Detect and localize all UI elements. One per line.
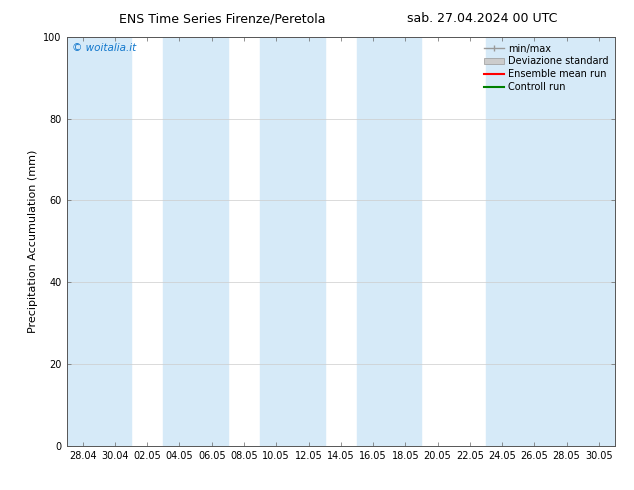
- Bar: [486, 37, 550, 446]
- Bar: [550, 37, 615, 446]
- Text: © woitalia.it: © woitalia.it: [72, 43, 136, 53]
- Legend: min/max, Deviazione standard, Ensemble mean run, Controll run: min/max, Deviazione standard, Ensemble m…: [482, 42, 610, 94]
- Bar: [164, 37, 228, 446]
- Bar: [67, 37, 131, 446]
- Text: ENS Time Series Firenze/Peretola: ENS Time Series Firenze/Peretola: [119, 12, 325, 25]
- Y-axis label: Precipitation Accumulation (mm): Precipitation Accumulation (mm): [28, 149, 38, 333]
- Bar: [357, 37, 422, 446]
- Bar: [260, 37, 325, 446]
- Text: sab. 27.04.2024 00 UTC: sab. 27.04.2024 00 UTC: [406, 12, 557, 25]
